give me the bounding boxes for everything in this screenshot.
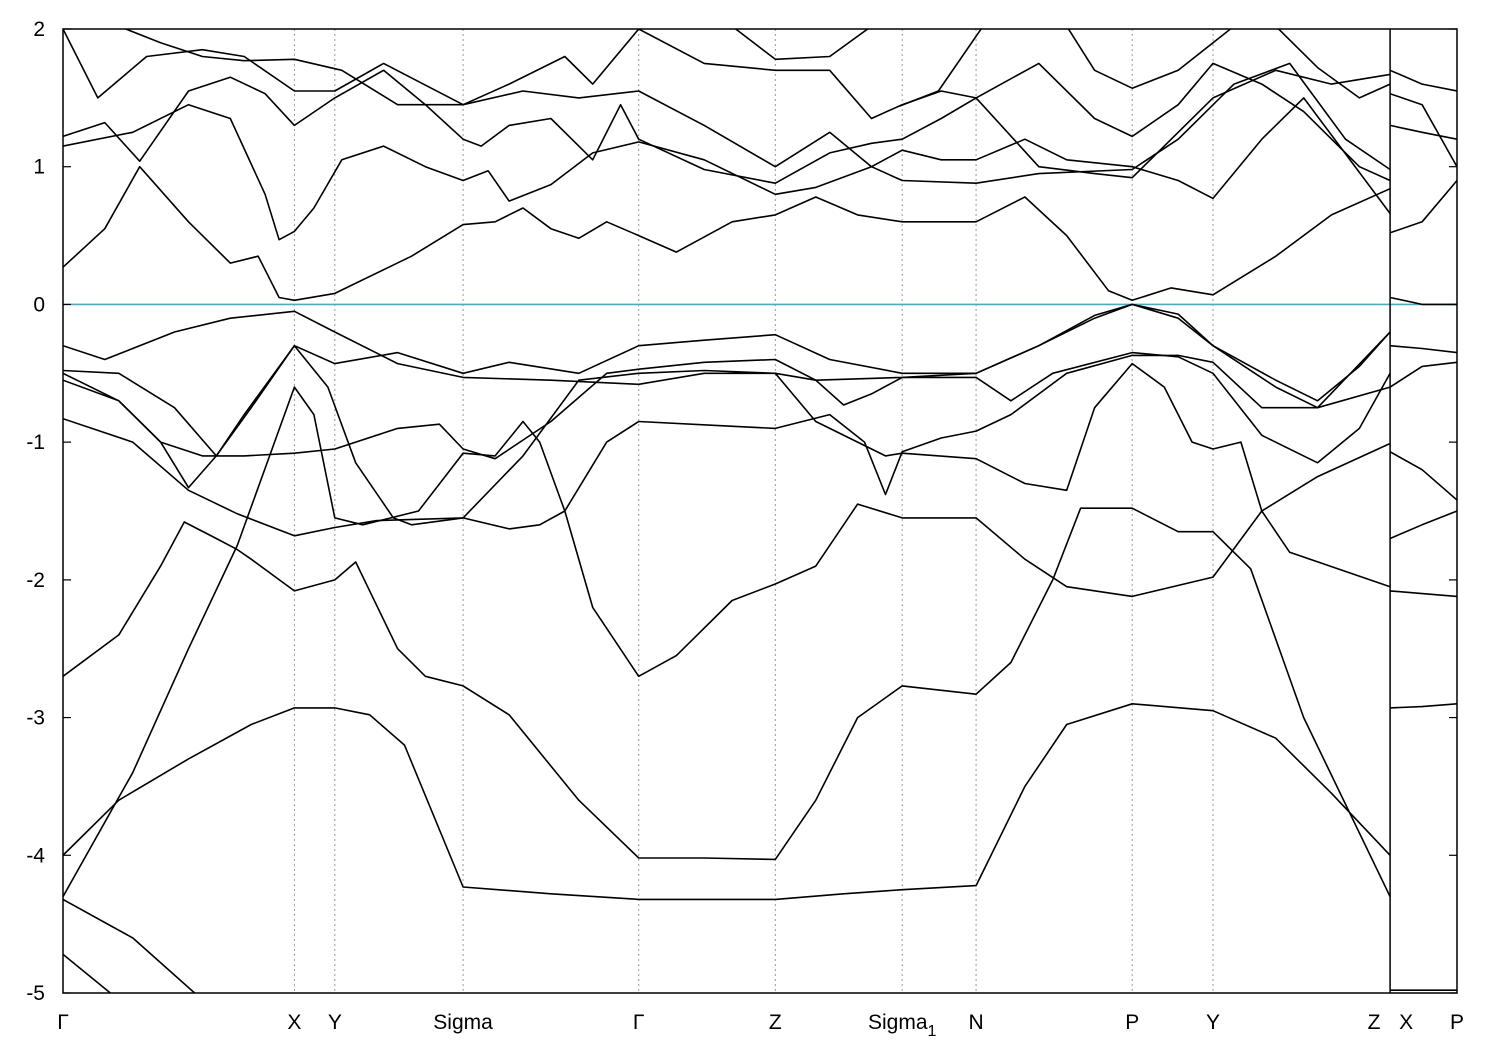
band-line — [1277, 29, 1391, 99]
band-line — [1389, 124, 1457, 140]
x-tick-label: P — [1125, 1011, 1139, 1034]
band-line — [63, 898, 196, 993]
y-tick-label: -2 — [26, 569, 45, 592]
band-line — [63, 62, 1391, 184]
band-line — [63, 992, 67, 993]
band-line — [63, 507, 1391, 897]
band-line — [63, 351, 1391, 464]
y-tick-label: 1 — [33, 156, 45, 179]
band-line — [1389, 92, 1457, 168]
y-tick-label: 2 — [33, 18, 45, 41]
x-axis-ticks: Γ X Y Sigma Γ Z Sigma1 N P Y Z X P — [57, 1011, 1464, 1040]
band-line — [63, 303, 1391, 457]
band-line — [123, 29, 1391, 184]
band-line — [63, 386, 1391, 897]
y-tick-label: 0 — [33, 293, 45, 316]
x-tick-label: Γ — [57, 1011, 69, 1034]
band-line — [1389, 296, 1457, 306]
band-line — [734, 29, 870, 61]
x-tick-label: Γ — [633, 1011, 645, 1034]
y-tick-label: -4 — [26, 844, 45, 867]
band-line — [1390, 344, 1457, 354]
x-tick-label: Sigma1 — [868, 1011, 937, 1040]
band-line — [63, 354, 1391, 537]
band-line — [63, 97, 1391, 241]
x-tick-label: Y — [328, 1011, 342, 1034]
x-tick-label: Y — [1206, 1011, 1220, 1034]
x-tick-label: Z — [769, 1011, 782, 1034]
x-tick-label: N — [968, 1011, 983, 1034]
band-line — [1389, 179, 1457, 234]
y-tick-label: -1 — [26, 431, 45, 454]
band-line — [1389, 510, 1457, 540]
band-lines — [63, 29, 1457, 993]
band-line — [63, 703, 1391, 901]
band-line — [63, 29, 1391, 179]
x-tick-label: Sigma — [433, 1011, 493, 1034]
x-tick-label: Z — [1368, 1011, 1381, 1034]
y-tick-label: -3 — [26, 707, 45, 730]
band-line — [1389, 361, 1457, 388]
band-line — [63, 303, 1391, 409]
x-tick-label: X — [1399, 1011, 1413, 1034]
band-line — [63, 344, 1391, 588]
band-line — [899, 29, 983, 107]
band-line — [1390, 703, 1457, 709]
band-line — [63, 165, 1391, 302]
band-line — [1390, 590, 1457, 598]
y-tick-label: -5 — [26, 982, 45, 1005]
band-line — [1067, 29, 1232, 89]
x-tick-label: X — [287, 1011, 301, 1034]
y-axis-ticks: 2 1 0 -1 -2 -3 -4 -5 — [26, 18, 1457, 1005]
band-line — [1389, 69, 1457, 92]
x-tick-label: P — [1450, 1011, 1464, 1034]
band-line — [1389, 451, 1457, 501]
kpoint-gridlines — [293, 29, 1391, 993]
plot-frame — [62, 28, 1458, 994]
